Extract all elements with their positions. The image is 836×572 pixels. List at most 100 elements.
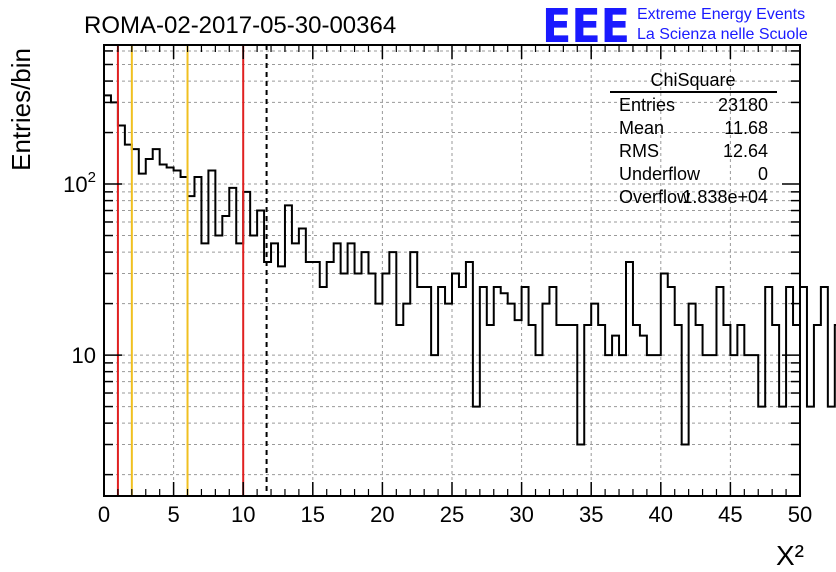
histogram-bin — [480, 287, 487, 496]
histogram-bin — [438, 287, 445, 496]
x-tick-label: 35 — [579, 502, 603, 527]
histogram-bin — [313, 262, 320, 496]
x-tick-label: 15 — [301, 502, 325, 527]
histogram-bin — [355, 273, 362, 496]
x-axis-ticks: 0 5 10 15 20 25 30 35 40 45 50 — [98, 45, 812, 527]
histogram-bin — [765, 287, 772, 496]
histogram-bin — [445, 304, 452, 496]
stats-label-underflow: Underflow — [619, 164, 701, 184]
histogram-bin — [772, 325, 779, 496]
stats-title: ChiSquare — [650, 70, 735, 90]
stats-label-mean: Mean — [619, 118, 664, 138]
histogram-bin — [619, 355, 626, 496]
stats-value-mean: 11.68 — [724, 118, 768, 138]
histogram-bin — [522, 287, 529, 496]
x-tick-label: 40 — [649, 502, 673, 527]
stats-label-entries: Entries — [619, 95, 675, 115]
histogram-bin — [515, 320, 522, 496]
histogram-bin — [723, 325, 730, 496]
histogram-bin — [751, 355, 758, 496]
histogram-bin — [821, 287, 828, 496]
histogram-bin — [647, 355, 654, 496]
histogram-bin — [640, 336, 647, 496]
histogram-bin — [410, 252, 417, 496]
stats-label-overflow: Overflow — [619, 187, 691, 207]
histogram-outline — [103, 94, 836, 496]
histogram-bin — [431, 355, 438, 496]
stats-value-rms: 12.64 — [723, 141, 768, 161]
histogram-bin — [257, 211, 264, 496]
eee-logo: EEE Extreme Energy Events La Scienza nel… — [542, 0, 808, 53]
histogram-bin — [153, 149, 160, 496]
histogram-bin — [682, 445, 689, 496]
histogram-bin — [529, 325, 536, 496]
histogram-bin — [661, 273, 668, 496]
histogram-bin — [285, 205, 292, 496]
histogram-bin — [570, 325, 577, 496]
histogram-bin — [208, 170, 215, 496]
y-axis-label: Entries/bin — [6, 48, 36, 171]
x-tick-label: 50 — [788, 502, 812, 527]
stats-value-underflow: 0 — [758, 164, 768, 184]
histogram-bin — [382, 273, 389, 496]
histogram-bin — [549, 287, 556, 496]
histogram-bin — [299, 228, 306, 496]
histogram-bin — [389, 252, 396, 496]
histogram-bin — [292, 243, 299, 496]
histogram-bin — [633, 325, 640, 496]
x-tick-label: 20 — [370, 502, 394, 527]
histogram-bin — [703, 355, 710, 496]
threshold-lines — [116, 45, 268, 496]
histogram-bin — [306, 262, 313, 496]
histogram-bin — [278, 266, 285, 496]
histogram-bin — [786, 287, 793, 496]
histogram-bin — [452, 273, 459, 496]
histogram-bin — [807, 407, 814, 496]
histogram-bin — [146, 159, 153, 496]
histogram-bin — [174, 170, 181, 496]
histogram-bin — [132, 149, 139, 496]
chart-title: ROMA-02-2017-05-30-00364 — [84, 12, 396, 39]
histogram-bin — [716, 287, 723, 496]
histogram-bin — [598, 325, 605, 496]
histogram-bin — [334, 243, 341, 496]
histogram-bin — [250, 236, 257, 496]
histogram-bin — [501, 293, 508, 496]
histogram-bin — [111, 102, 118, 496]
histogram-bin — [737, 325, 744, 496]
histogram-bin — [424, 287, 431, 496]
histogram-bin — [675, 325, 682, 496]
histogram-bin — [696, 325, 703, 496]
histogram-bin — [536, 355, 543, 496]
histogram-bin — [229, 188, 236, 496]
y-axis-ticks: 10 102 — [63, 50, 800, 476]
x-tick-label: 5 — [167, 502, 179, 527]
histogram-bin — [459, 287, 466, 496]
eee-logo-line1: Extreme Energy Events — [637, 6, 805, 23]
histogram-bin — [584, 325, 591, 496]
x-tick-label: 45 — [718, 502, 742, 527]
histogram-bin — [215, 236, 222, 496]
histogram-bin — [201, 243, 208, 496]
stats-label-rms: RMS — [619, 141, 659, 161]
histogram-bin — [271, 243, 278, 496]
y-tick-label: 102 — [63, 169, 96, 197]
histogram-bin — [194, 177, 201, 496]
histogram-bin — [160, 165, 167, 496]
histogram-bin — [487, 325, 494, 496]
histogram-bins — [103, 94, 836, 496]
histogram-bin — [758, 407, 765, 496]
stats-box: ChiSquare Entries 23180 Mean 11.68 RMS 1… — [610, 70, 777, 207]
histogram-bin — [591, 304, 598, 496]
stats-value-entries: 23180 — [718, 95, 768, 115]
histogram-bin — [793, 325, 800, 496]
histogram-bin — [626, 262, 633, 496]
stats-value-overflow: 1.838e+04 — [682, 187, 768, 207]
histogram-bin — [341, 273, 348, 496]
histogram-bin — [828, 407, 835, 496]
x-tick-label: 25 — [440, 502, 464, 527]
histogram-bin — [236, 243, 243, 496]
histogram-bin — [800, 287, 807, 496]
x-axis-label: X² — [776, 540, 804, 571]
